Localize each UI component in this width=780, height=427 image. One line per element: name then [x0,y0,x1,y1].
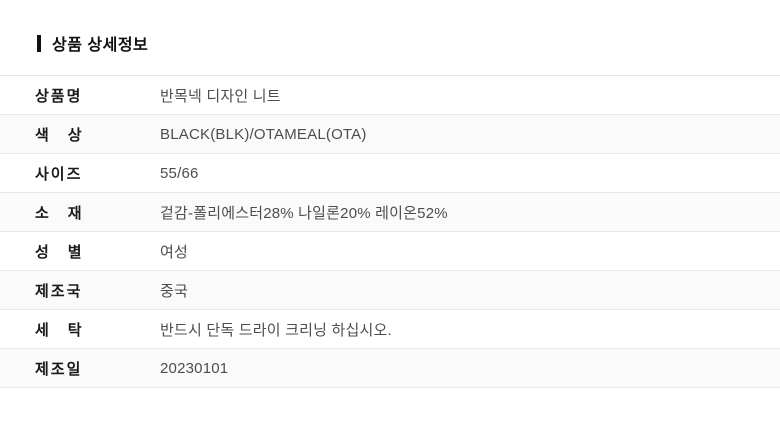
row-value: 반드시 단독 드라이 크리닝 하십시오. [160,321,392,339]
page-title: 상품 상세정보 [52,37,149,54]
row-label: 세 탁 [35,321,84,339]
row-label: 상품명 [35,87,83,105]
row-label: 제조일 [35,360,83,378]
accent-bar-icon [37,34,41,52]
table-row: 제조일 20230101 [0,349,780,388]
table-row: 세 탁 반드시 단독 드라이 크리닝 하십시오. [0,310,780,349]
row-label: 사이즈 [35,165,83,183]
row-label: 제조국 [35,282,83,300]
row-value: 겉감-폴리에스터28% 나일론20% 레이온52% [160,204,448,222]
table-row: 색 상 BLACK(BLK)/OTAMEAL(OTA) [0,115,780,154]
table-row: 상품명 반목넥 디자인 니트 [0,76,780,115]
row-value: BLACK(BLK)/OTAMEAL(OTA) [160,125,367,143]
row-label: 성 별 [35,243,84,261]
product-detail-table: 상품명 반목넥 디자인 니트 색 상 BLACK(BLK)/OTAMEAL(OT… [0,75,780,388]
table-row: 소 재 겉감-폴리에스터28% 나일론20% 레이온52% [0,193,780,232]
table-row: 성 별 여성 [0,232,780,271]
table-row: 제조국 중국 [0,271,780,310]
row-value: 여성 [160,243,189,261]
table-row: 사이즈 55/66 [0,154,780,193]
row-label: 소 재 [35,204,84,222]
row-value: 20230101 [160,359,229,377]
row-value: 55/66 [160,164,199,182]
row-value: 중국 [160,282,189,300]
row-label: 색 상 [35,126,84,144]
row-value: 반목넥 디자인 니트 [160,87,281,105]
section-header: 상품 상세정보 [37,33,780,54]
